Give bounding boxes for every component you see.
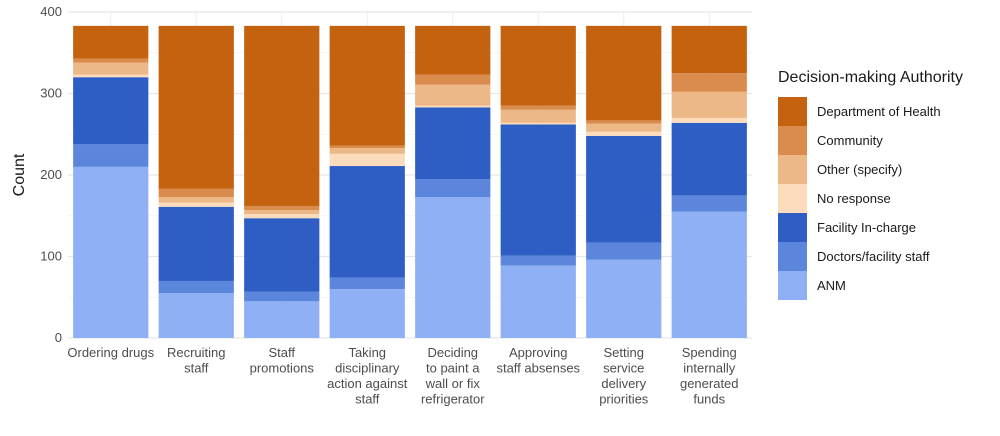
bar-segment (586, 120, 662, 124)
bar-segment (73, 74, 149, 78)
bar-segment (586, 131, 662, 136)
bar-segment (73, 77, 149, 145)
bar-segment (329, 166, 405, 278)
bar-segment (671, 25, 747, 74)
bar-segment (244, 25, 320, 206)
bar-segment (244, 291, 320, 302)
x-category-label: Approving staff absenses (496, 345, 580, 376)
legend-swatch (778, 271, 807, 300)
legend-label: Doctors/facility staff (817, 249, 930, 264)
bar-segment (500, 122, 576, 125)
bar-segment (244, 205, 320, 211)
y-axis-title: Count (11, 153, 28, 196)
bar-segment (73, 58, 149, 63)
x-category-label: Setting service delivery priorities (599, 345, 649, 407)
bar-segment (586, 135, 662, 243)
bar-segment (158, 280, 234, 294)
x-axis-categories: Ordering drugs Recruiting staff Staff promot… (67, 345, 738, 407)
y-tick-label: 400 (40, 4, 62, 19)
legend-swatch (778, 155, 807, 184)
x-category-label: Deciding to paint a wall or fix refrigerato… (421, 345, 485, 407)
bar-segment (158, 206, 234, 281)
bar-segment (329, 153, 405, 167)
bar-segment (500, 255, 576, 266)
bar-segment (500, 25, 576, 106)
bar-segment (671, 195, 747, 212)
legend-swatch (778, 184, 807, 213)
bar-segment (244, 214, 320, 219)
bar-stacks (73, 25, 747, 338)
legend-label: No response (817, 191, 891, 206)
legend-label: Other (specify) (817, 162, 902, 177)
bar-segment (244, 218, 320, 292)
legend-swatch (778, 97, 807, 126)
bar-segment (671, 117, 747, 123)
legend-label: Community (817, 133, 883, 148)
bar-segment (500, 124, 576, 256)
bar-segment (329, 289, 405, 338)
x-category-label: Spending internally generated funds (680, 345, 739, 407)
bar-segment (244, 210, 320, 215)
bar-segment (586, 25, 662, 121)
bar-segment (415, 25, 491, 75)
y-tick-label: 100 (40, 249, 62, 264)
bar-segment (671, 211, 747, 338)
bar-segment (73, 25, 149, 59)
bar-segment (415, 74, 491, 85)
bar-segment (158, 202, 234, 207)
bar-segment (158, 25, 234, 189)
bar-segment (671, 122, 747, 196)
bar-segment (415, 197, 491, 338)
y-axis-ticks: 0 100 200 300 400 (40, 4, 62, 345)
x-category-label: Recruiting staff (167, 345, 226, 376)
legend-label: Facility In-charge (817, 220, 916, 235)
bar-segment (500, 265, 576, 338)
bar-segment (244, 301, 320, 338)
bar-segment (671, 73, 747, 92)
bar-segment (158, 197, 234, 203)
bar-segment (329, 277, 405, 290)
legend: Decision-making Authority Department of … (778, 69, 963, 300)
legend-label: Department of Health (817, 104, 941, 119)
legend-title: Decision-making Authority (778, 69, 963, 86)
x-category-label: Taking disciplinary action against staff (327, 345, 408, 407)
bar-segment (73, 166, 149, 338)
bar-segment (329, 25, 405, 146)
bar-segment (415, 84, 491, 106)
bar-segment (586, 123, 662, 132)
y-tick-label: 0 (55, 330, 62, 345)
bar-segment (158, 293, 234, 338)
bar-segment (158, 188, 234, 198)
bar-segment (73, 144, 149, 167)
x-category-label: Staff promotions (250, 345, 315, 376)
bar-segment (329, 148, 405, 154)
bar-segment (415, 107, 491, 180)
y-tick-label: 200 (40, 167, 62, 182)
bar-segment (586, 242, 662, 260)
legend-swatch (778, 213, 807, 242)
legend-swatch (778, 126, 807, 155)
y-tick-label: 300 (40, 86, 62, 101)
bar-segment (415, 105, 491, 108)
bar-segment (329, 145, 405, 149)
legend-swatch (778, 242, 807, 271)
legend-label: ANM (817, 278, 846, 293)
bar-segment (500, 105, 576, 110)
bar-segment (671, 91, 747, 118)
x-category-label: Ordering drugs (67, 345, 154, 360)
bar-segment (586, 259, 662, 338)
bar-segment (415, 179, 491, 198)
bar-segment (73, 62, 149, 75)
bar-segment (500, 109, 576, 123)
